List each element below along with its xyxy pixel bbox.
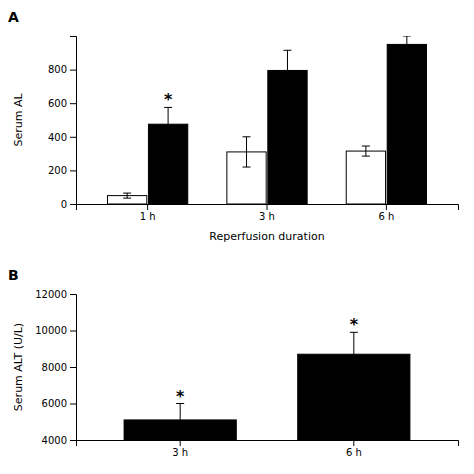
tick-mark bbox=[70, 170, 76, 171]
tick-label: 600 bbox=[48, 98, 67, 109]
tick-label: 200 bbox=[48, 165, 67, 176]
tick: 12000 bbox=[35, 289, 76, 300]
x-axis-title: Reperfusion duration bbox=[209, 230, 324, 243]
tick-label: 12000 bbox=[35, 289, 67, 300]
tick-label: 6 h bbox=[346, 447, 362, 458]
tick-mark bbox=[70, 204, 76, 205]
axis-line bbox=[70, 37, 77, 205]
tick-label: 8000 bbox=[42, 362, 67, 373]
annotations: ** bbox=[176, 315, 359, 405]
error-bar bbox=[164, 107, 172, 141]
tick-mark bbox=[147, 204, 148, 210]
tick-label: 800 bbox=[48, 64, 67, 75]
y-axis-title: Serum ALT (U/L) bbox=[12, 323, 25, 411]
bar bbox=[346, 151, 385, 204]
error-bar bbox=[123, 193, 131, 198]
tick-mark bbox=[70, 103, 76, 104]
tick-mark bbox=[70, 294, 76, 295]
tick-mark bbox=[70, 367, 76, 368]
error-bar bbox=[283, 50, 291, 90]
plot-area bbox=[124, 332, 410, 440]
tick: 0 bbox=[61, 199, 76, 210]
tick-mark bbox=[353, 440, 354, 446]
tick-label: 400 bbox=[48, 132, 67, 143]
y-axis: 0 200 400 600 800 bbox=[48, 37, 77, 210]
annotation: * bbox=[164, 90, 173, 109]
panel-label: B bbox=[8, 267, 19, 283]
figure: * 0 200 400 600 800 1 h 3 h 6 h Serum AL Reperfusi… bbox=[0, 0, 474, 474]
bar-series bbox=[148, 36, 426, 204]
error-bar bbox=[362, 146, 370, 156]
y-axis: 4000 6000 8000 10000 12000 bbox=[35, 289, 76, 446]
tick-label: 3 h bbox=[259, 211, 275, 222]
x-axis: 3 h 6 h bbox=[77, 440, 459, 458]
annotations: * bbox=[164, 90, 173, 109]
tick: 6000 bbox=[42, 398, 76, 409]
tick-mark bbox=[70, 70, 76, 71]
tick: 6 h bbox=[378, 204, 394, 222]
plot-area bbox=[107, 36, 426, 204]
tick: 3 h bbox=[172, 440, 188, 458]
tick-mark bbox=[70, 440, 76, 441]
tick-mark bbox=[386, 204, 387, 210]
tick-label: 0 bbox=[61, 199, 67, 210]
panel: * 0 200 400 600 800 1 h 3 h 6 h Serum AL Reperfusi… bbox=[8, 9, 459, 243]
tick-mark bbox=[70, 404, 76, 405]
axis-line bbox=[70, 295, 77, 441]
tick: 800 bbox=[48, 64, 76, 75]
tick-label: 6000 bbox=[42, 398, 67, 409]
error-bar bbox=[176, 404, 184, 437]
tick: 8000 bbox=[42, 362, 76, 373]
annotation: * bbox=[176, 387, 185, 406]
error-bar bbox=[243, 137, 251, 167]
tick-mark bbox=[267, 204, 268, 210]
tick-label: 6 h bbox=[378, 211, 394, 222]
tick: 400 bbox=[48, 132, 76, 143]
error-bar bbox=[403, 36, 411, 53]
tick: 6 h bbox=[346, 440, 362, 458]
tick-label: 1 h bbox=[140, 211, 156, 222]
x-axis: 1 h 3 h 6 h bbox=[77, 204, 459, 222]
tick: 10000 bbox=[35, 325, 76, 336]
bar-series bbox=[124, 332, 410, 440]
panel-label: A bbox=[8, 9, 19, 25]
tick: 3 h bbox=[259, 204, 275, 222]
panel: **40006000800010000120003 h6 hSerum ALT … bbox=[8, 267, 459, 474]
axis-line bbox=[77, 441, 459, 447]
tick-label: 3 h bbox=[172, 447, 188, 458]
tick-label: 10000 bbox=[35, 325, 67, 336]
tick: 4000 bbox=[42, 435, 76, 446]
axis-line bbox=[77, 205, 459, 211]
tick-mark bbox=[70, 331, 76, 332]
error-bar bbox=[350, 332, 358, 376]
tick-label: 4000 bbox=[42, 435, 67, 446]
tick: 1 h bbox=[140, 204, 156, 222]
annotation: * bbox=[350, 315, 359, 334]
tick-mark bbox=[70, 137, 76, 138]
tick: 200 bbox=[48, 165, 76, 176]
tick: 600 bbox=[48, 98, 76, 109]
y-axis-title: Serum AL bbox=[12, 93, 25, 147]
tick-mark bbox=[180, 440, 181, 446]
bar bbox=[387, 44, 426, 204]
